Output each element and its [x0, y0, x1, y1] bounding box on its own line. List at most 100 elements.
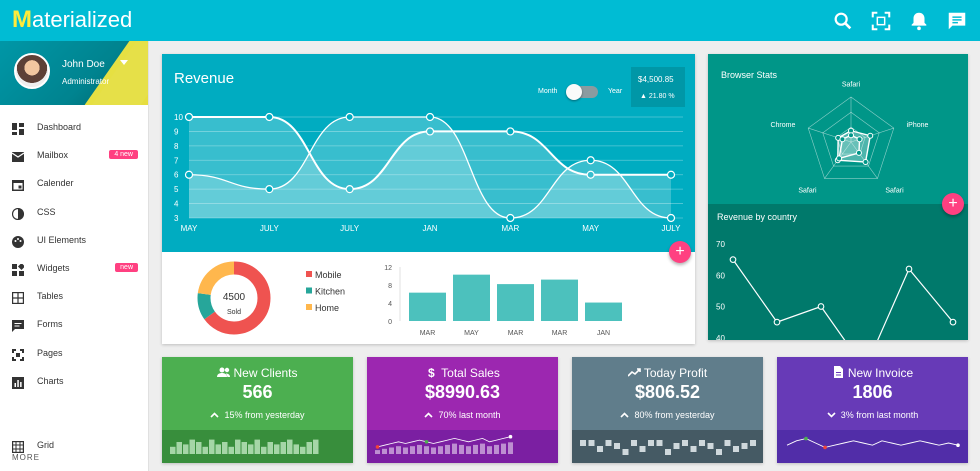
- revenue-series-line: [189, 116, 671, 191]
- stat-value: 1806: [852, 382, 893, 402]
- stat-card-new-clients[interactable]: New Clients 566 15% from yesterday: [162, 357, 353, 463]
- sparkline-marker: [741, 443, 748, 449]
- country-point[interactable]: [949, 318, 957, 326]
- sparkline-bar: [267, 442, 273, 454]
- country-point[interactable]: [773, 318, 781, 326]
- stat-card-new-invoice[interactable]: New Invoice 1806 3% from last month: [777, 357, 968, 463]
- toggle-month-label: Month: [538, 88, 558, 95]
- stat-card-today-profit[interactable]: Today Profit $806.52 80% from yesterday: [572, 357, 763, 463]
- sparkline-bar: [494, 444, 499, 454]
- revenue-point[interactable]: [586, 170, 595, 179]
- bar[interactable]: [541, 279, 578, 321]
- avatar[interactable]: [14, 53, 50, 89]
- bar[interactable]: [585, 302, 622, 321]
- search-icon[interactable]: [832, 10, 854, 32]
- radar-axis-label: Safari: [842, 82, 861, 89]
- sidebar-item-dashboard[interactable]: Dashboard: [0, 116, 148, 140]
- sparkline-bar: [254, 439, 260, 454]
- radar-point[interactable]: [862, 159, 869, 166]
- sidebar-item-calender[interactable]: Calender: [0, 172, 148, 196]
- donut-slice-home[interactable]: [197, 261, 271, 335]
- revenue-by-country-title: Revenue by country: [717, 212, 798, 222]
- notifications-icon[interactable]: [908, 10, 930, 32]
- sidebar-item-mailbox[interactable]: Mailbox 4 new: [0, 144, 148, 168]
- radar-point[interactable]: [839, 136, 846, 143]
- browser-stats-add-button[interactable]: +: [942, 193, 964, 215]
- sidebar-item-pages[interactable]: Pages: [0, 342, 148, 366]
- donut-slice-kitchen[interactable]: [197, 261, 271, 335]
- app-logo[interactable]: Materialized: [12, 6, 132, 34]
- sparkline-marker: [656, 440, 663, 446]
- country-point[interactable]: [729, 256, 737, 263]
- bar[interactable]: [497, 284, 534, 321]
- sparkline-bar: [215, 444, 221, 454]
- revenue-point[interactable]: [184, 112, 194, 122]
- radar-point[interactable]: [856, 136, 863, 143]
- radar-point[interactable]: [855, 149, 862, 156]
- revenue-point[interactable]: [425, 127, 435, 136]
- sparkline-bar: [466, 446, 471, 454]
- sparkline-bar: [431, 447, 436, 454]
- revenue-y-tick: 10: [174, 113, 183, 122]
- sparkline-bar: [459, 444, 464, 454]
- radar-point[interactable]: [836, 155, 843, 162]
- revenue-point[interactable]: [506, 213, 515, 223]
- chart-icon: [12, 376, 24, 389]
- revenue-point[interactable]: [265, 185, 274, 194]
- revenue-add-button[interactable]: +: [669, 241, 691, 263]
- sidebar-item-forms[interactable]: Forms: [0, 313, 148, 337]
- revenue-point[interactable]: [345, 112, 354, 122]
- profile-decoration-stripe: [84, 41, 148, 105]
- sparkline-marker: [580, 440, 586, 446]
- fullscreen-icon[interactable]: [870, 10, 892, 32]
- chat-icon[interactable]: [946, 10, 968, 32]
- nav-badge: new: [115, 263, 138, 272]
- sparkline-bar: [209, 439, 215, 454]
- stat-card-total-sales[interactable]: $ Total Sales $8990.63 70% last month: [367, 357, 558, 463]
- revenue-point[interactable]: [265, 112, 274, 122]
- bar[interactable]: [453, 274, 490, 321]
- sidebar-item-widgets[interactable]: Widgets new: [0, 257, 148, 281]
- stat-subtext-text: 70% last month: [438, 410, 501, 420]
- revenue-x-tick: MAR: [501, 224, 519, 233]
- sidebar-item-charts[interactable]: Charts: [0, 370, 148, 394]
- sidebar-item-tables[interactable]: Tables: [0, 285, 148, 309]
- stat-sparkline: [777, 430, 968, 463]
- sparkline-bar: [183, 444, 189, 454]
- revenue-point[interactable]: [666, 213, 676, 223]
- revenue-point[interactable]: [345, 185, 354, 194]
- country-point[interactable]: [905, 265, 913, 273]
- trending-up-icon: [627, 366, 641, 381]
- sparkline-point: [956, 443, 960, 447]
- revenue-point[interactable]: [586, 156, 595, 165]
- sparkline-bar: [487, 446, 492, 454]
- sparkline-marker: [733, 446, 739, 452]
- revenue-point[interactable]: [184, 170, 194, 179]
- user-profile[interactable]: John Doe Administrator: [0, 41, 148, 105]
- bar[interactable]: [409, 292, 446, 321]
- revenue-point[interactable]: [666, 170, 676, 179]
- stat-title: New Clients: [162, 366, 353, 381]
- toggle-knob[interactable]: [566, 84, 582, 100]
- donut-center-value: 4500: [223, 292, 246, 303]
- sidebar-item-label: Widgets: [37, 263, 70, 273]
- widgets-icon: [12, 262, 26, 276]
- stat-title-text: Today Profit: [643, 366, 708, 380]
- sidebar-item-grid[interactable]: Grid: [0, 434, 148, 458]
- sparkline-marker: [682, 440, 688, 446]
- revenue-point[interactable]: [506, 127, 515, 136]
- revenue-area-chart: 3 4 5 6 7 8 9 10 MAY JULY JULY JAN MAR MAY JULY: [174, 112, 683, 233]
- radar-point[interactable]: [867, 132, 874, 139]
- stat-subtext-text: 15% from yesterday: [224, 410, 305, 420]
- sidebar-item-ui-elements[interactable]: UI Elements: [0, 229, 148, 253]
- country-line: [732, 259, 954, 340]
- sidebar-item-css[interactable]: CSS: [0, 201, 148, 225]
- revenue-point[interactable]: [425, 112, 435, 122]
- sparkline-bar: [445, 444, 450, 454]
- caret-down-icon[interactable]: [120, 60, 128, 65]
- sparkline-bar: [261, 446, 267, 454]
- country-point[interactable]: [817, 303, 825, 310]
- radar-point[interactable]: [848, 132, 854, 139]
- sparkline-bar: [480, 443, 485, 454]
- toggle-year-label: Year: [608, 88, 623, 95]
